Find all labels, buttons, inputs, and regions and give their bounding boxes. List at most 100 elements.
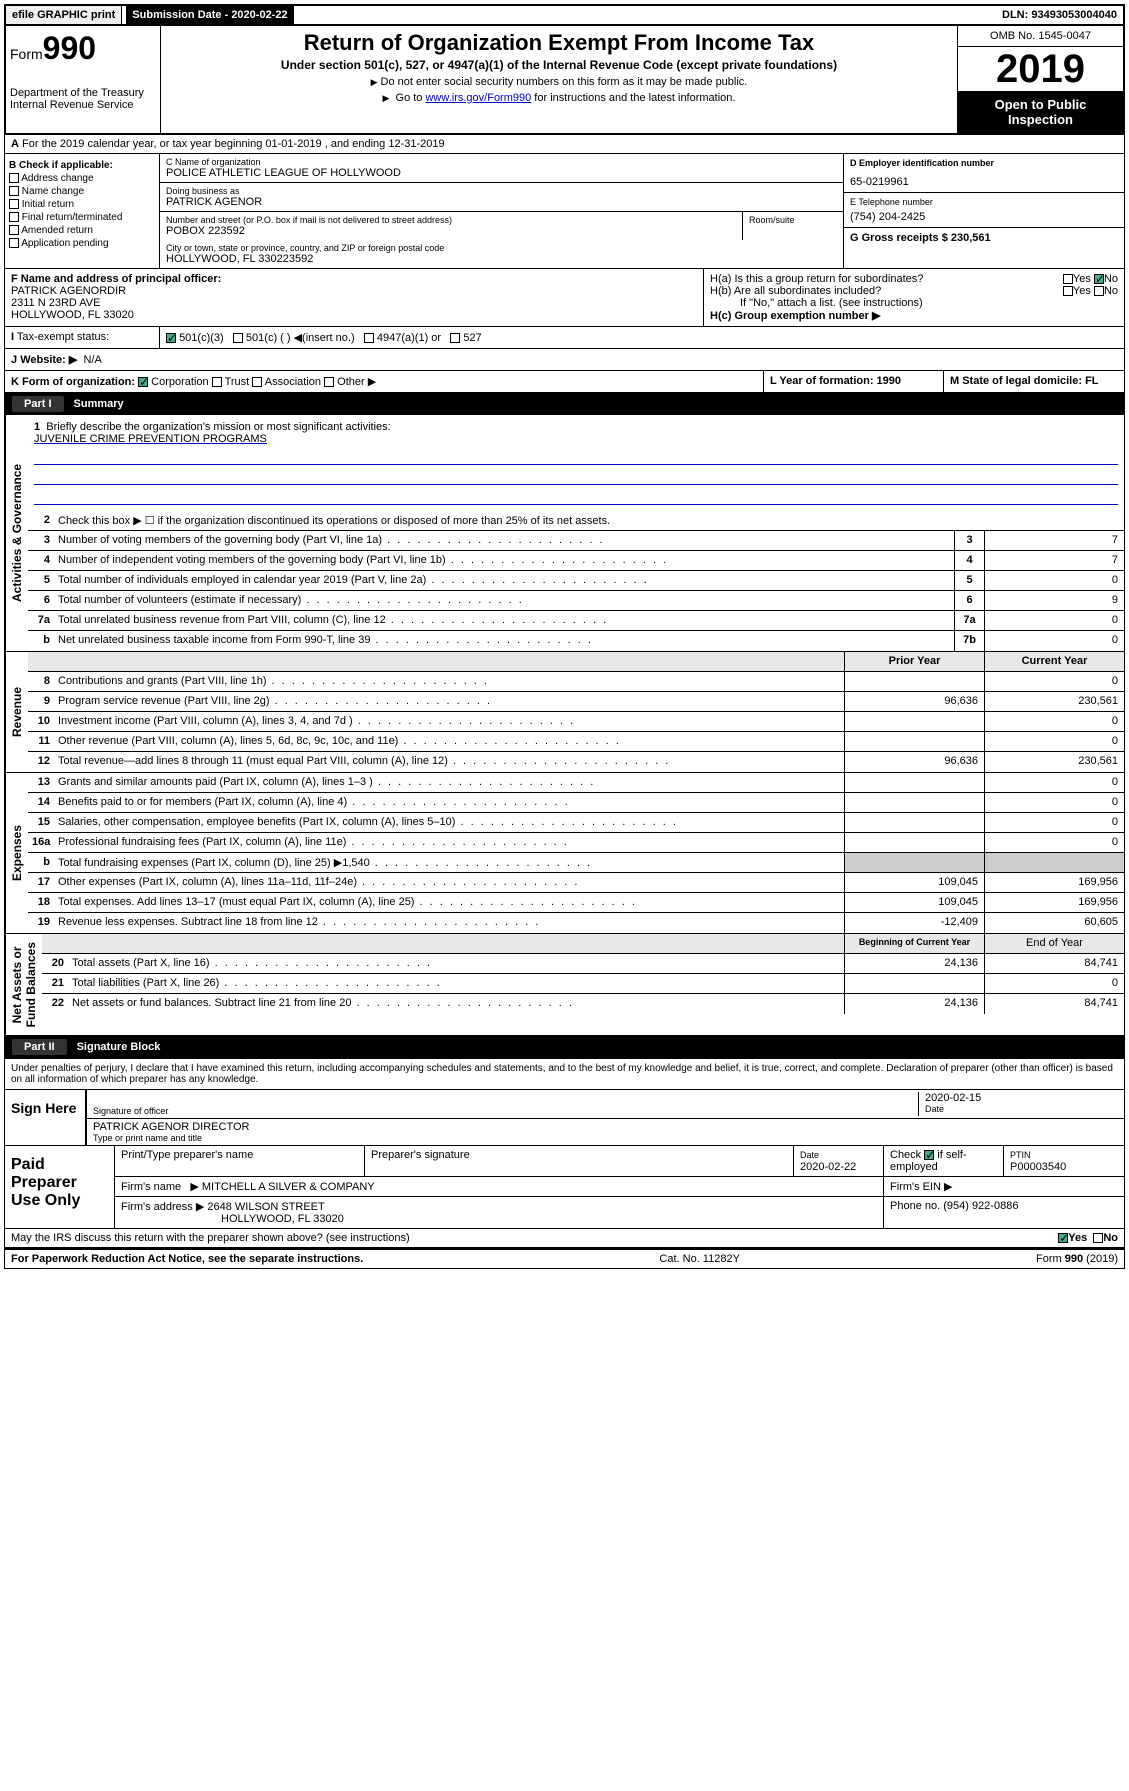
check-discuss-no[interactable]: [1093, 1233, 1103, 1243]
hb-row: H(b) Are all subordinates included? Yes …: [710, 285, 1118, 297]
val-17: 169,956: [984, 873, 1124, 892]
val-16a: 0: [984, 833, 1124, 852]
line-6: Total number of volunteers (estimate if …: [54, 591, 954, 610]
check-final-return[interactable]: Final return/terminated: [9, 212, 155, 223]
firm-city: HOLLYWOOD, FL 33020: [121, 1213, 344, 1225]
line-7a: Total unrelated business revenue from Pa…: [54, 611, 954, 630]
line-13: Grants and similar amounts paid (Part IX…: [54, 773, 844, 792]
check-other[interactable]: [324, 377, 334, 387]
signature-block: Under penalties of perjury, I declare th…: [4, 1058, 1125, 1248]
val-22: 84,741: [984, 994, 1124, 1014]
paid-date: 2020-02-22: [800, 1161, 856, 1173]
line1-text: Briefly describe the organization's miss…: [46, 421, 390, 433]
netassets-label: Net Assets or Fund Balances: [5, 934, 42, 1035]
line-18: Total expenses. Add lines 13–17 (must eq…: [54, 893, 844, 912]
irs-link[interactable]: www.irs.gov/Form990: [425, 92, 531, 104]
firm-name: MITCHELL A SILVER & COMPANY: [202, 1181, 375, 1193]
check-corp[interactable]: [138, 377, 148, 387]
val-13: 0: [984, 773, 1124, 792]
check-discuss-yes[interactable]: [1058, 1233, 1068, 1243]
begin-year-header: Beginning of Current Year: [844, 934, 984, 953]
mission-text: JUVENILE CRIME PREVENTION PROGRAMS: [34, 433, 1118, 445]
line-16a: Professional fundraising fees (Part IX, …: [54, 833, 844, 852]
line-5: Total number of individuals employed in …: [54, 571, 954, 590]
top-bar: efile GRAPHIC print Submission Date - 20…: [4, 4, 1125, 26]
line-14: Benefits paid to or for members (Part IX…: [54, 793, 844, 812]
line-12: Total revenue—add lines 8 through 11 (mu…: [54, 752, 844, 772]
efile-button[interactable]: efile GRAPHIC print: [6, 6, 122, 24]
check-initial-return[interactable]: Initial return: [9, 199, 155, 210]
val-11: 0: [984, 732, 1124, 751]
check-501c[interactable]: [233, 333, 243, 343]
revenue-label: Revenue: [5, 652, 28, 772]
type-name-label: Type or print name and title: [93, 1133, 1118, 1143]
line-21: Total liabilities (Part X, line 26): [68, 974, 844, 993]
part2-header: Part IISignature Block: [4, 1036, 1125, 1058]
check-501c3[interactable]: [166, 333, 176, 343]
val-12: 230,561: [984, 752, 1124, 772]
row-i: I Tax-exempt status: 501(c)(3) 501(c) ( …: [4, 327, 1125, 349]
form-footer: Form 990 (2019): [1036, 1253, 1118, 1265]
penalty-text: Under penalties of perjury, I declare th…: [5, 1059, 1124, 1089]
dln: DLN: 93493053004040: [996, 6, 1123, 24]
instruction-2: Go to www.irs.gov/Form990 for instructio…: [165, 92, 953, 104]
city: HOLLYWOOD, FL 330223592: [166, 253, 837, 265]
ha-row: H(a) Is this a group return for subordin…: [710, 273, 1118, 285]
preparer-sig-header: Preparer's signature: [365, 1146, 794, 1176]
line-10: Investment income (Part VIII, column (A)…: [54, 712, 844, 731]
dba: PATRICK AGENOR: [166, 196, 837, 208]
form-number: Form990: [10, 30, 156, 67]
check-pending[interactable]: Application pending: [9, 238, 155, 249]
expenses-label: Expenses: [5, 773, 28, 933]
sig-date: 2020-02-15: [925, 1092, 1118, 1104]
val-5: 0: [984, 571, 1124, 590]
state-domicile: M State of legal domicile: FL: [944, 371, 1124, 392]
officer-addr1: 2311 N 23RD AVE: [11, 297, 697, 309]
room-label: Room/suite: [743, 212, 843, 240]
dba-label: Doing business as: [166, 186, 837, 196]
val-21: 0: [984, 974, 1124, 993]
org-name: POLICE ATHLETIC LEAGUE OF HOLLYWOOD: [166, 167, 837, 179]
val-b: 0: [984, 631, 1124, 651]
addr: POBOX 223592: [166, 225, 736, 237]
check-self-employed[interactable]: [924, 1150, 934, 1160]
sig-officer-label: Signature of officer: [93, 1106, 918, 1116]
prior-year-header: Prior Year: [844, 652, 984, 671]
val-4: 7: [984, 551, 1124, 570]
city-label: City or town, state or province, country…: [166, 243, 837, 253]
gross-receipts: G Gross receipts $ 230,561: [850, 232, 1118, 244]
line-17: Other expenses (Part IX, column (A), lin…: [54, 873, 844, 892]
line-15: Salaries, other compensation, employee b…: [54, 813, 844, 832]
governance-section: Activities & Governance 1 Briefly descri…: [4, 415, 1125, 652]
check-amended[interactable]: Amended return: [9, 225, 155, 236]
hb-note: If "No," attach a list. (see instruction…: [710, 297, 1118, 309]
submission-date: Submission Date - 2020-02-22: [126, 6, 293, 24]
officer-addr2: HOLLYWOOD, FL 33020: [11, 309, 697, 321]
sign-here-label: Sign Here: [5, 1090, 85, 1145]
year-formation: L Year of formation: 1990: [764, 371, 944, 392]
check-4947[interactable]: [364, 333, 374, 343]
row-j: J Website: ▶ N/A: [4, 349, 1125, 371]
part1-header: Part ISummary: [4, 393, 1125, 415]
check-trust[interactable]: [212, 377, 222, 387]
org-name-label: C Name of organization: [166, 157, 837, 167]
hc-row: H(c) Group exemption number ▶: [710, 309, 1118, 322]
tax-year: 2019: [958, 47, 1123, 91]
check-name-change[interactable]: Name change: [9, 186, 155, 197]
check-assoc[interactable]: [252, 377, 262, 387]
row-fh: F Name and address of principal officer:…: [4, 269, 1125, 327]
val-6: 9: [984, 591, 1124, 610]
val-18: 169,956: [984, 893, 1124, 912]
cat-no: Cat. No. 11282Y: [659, 1253, 740, 1265]
form-title: Return of Organization Exempt From Incom…: [165, 30, 953, 56]
line-19: Revenue less expenses. Subtract line 18 …: [54, 913, 844, 933]
check-address-change[interactable]: Address change: [9, 173, 155, 184]
phone: (754) 204-2425: [850, 211, 1118, 223]
row-klm: K Form of organization: Corporation Trus…: [4, 371, 1125, 393]
paid-preparer-label: Paid Preparer Use Only: [5, 1146, 115, 1228]
check-527[interactable]: [450, 333, 460, 343]
addr-label: Number and street (or P.O. box if mail i…: [166, 215, 736, 225]
val-19: 60,605: [984, 913, 1124, 933]
ptin-label: PTIN: [1010, 1150, 1031, 1160]
val-8: 0: [984, 672, 1124, 691]
